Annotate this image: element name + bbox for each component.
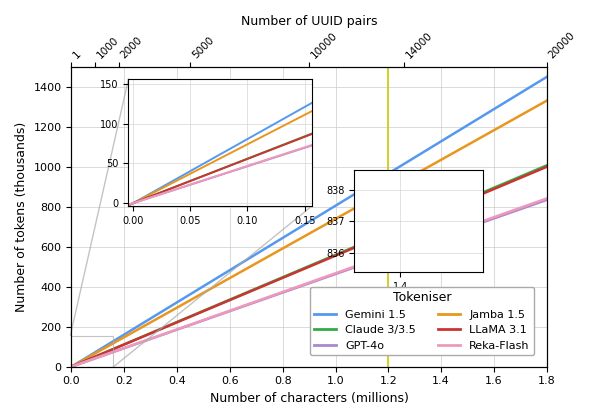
- Legend: Gemini 1.5, Claude 3/3.5, GPT-4o, Jamba 1.5, LLaMA 3.1, Reka-Flash: Gemini 1.5, Claude 3/3.5, GPT-4o, Jamba …: [310, 286, 534, 355]
- Text: +300k tokens: +300k tokens: [394, 227, 471, 237]
- Y-axis label: Number of tokens (thousands): Number of tokens (thousands): [15, 122, 28, 312]
- Bar: [435, 199, 453, 200]
- X-axis label: Number of characters (millions): Number of characters (millions): [210, 392, 408, 405]
- X-axis label: Number of UUID pairs: Number of UUID pairs: [241, 15, 377, 28]
- Bar: [70, 336, 112, 368]
